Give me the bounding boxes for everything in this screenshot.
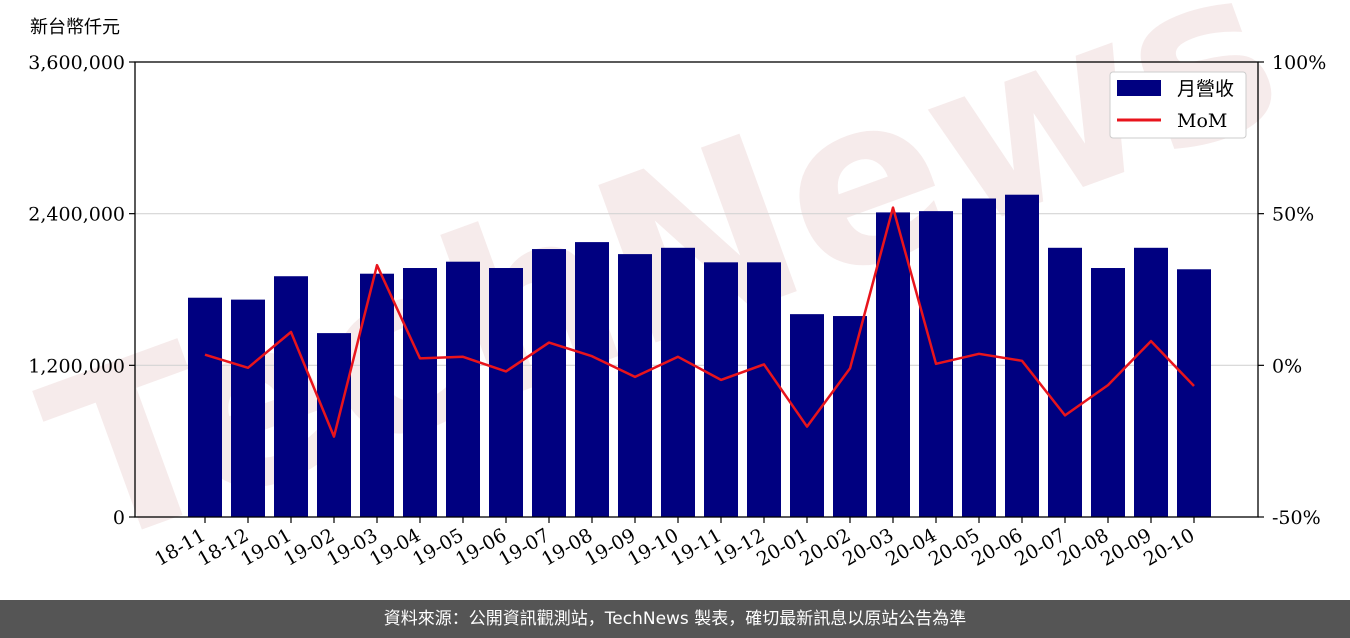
- left-tick-label: 1,200,000: [28, 355, 125, 377]
- bar-20-06: [1005, 194, 1039, 518]
- mom-line: [204, 206, 1195, 438]
- legend: 月營收 MoM: [1109, 71, 1247, 139]
- right-tick-label: 0%: [1272, 355, 1302, 377]
- left-tick-label: 0: [113, 507, 125, 529]
- bar-19-09: [618, 254, 652, 517]
- bar-19-02: [317, 333, 351, 517]
- legend-bar-label: 月營收: [1177, 78, 1234, 100]
- bar-19-05: [446, 261, 480, 517]
- x-tick-label: 20-10: [1140, 524, 1198, 570]
- bar-18-12: [231, 299, 265, 517]
- bar-20-07: [1048, 247, 1082, 517]
- bar-20-01: [790, 314, 824, 517]
- bar-19-06: [489, 268, 523, 517]
- legend-bar-swatch: [1117, 80, 1161, 96]
- bar-20-09: [1134, 247, 1168, 517]
- left-tick-label: 2,400,000: [28, 204, 125, 226]
- bar-19-11: [704, 262, 738, 517]
- right-tick-label: 100%: [1272, 52, 1326, 74]
- plot-frame: [134, 61, 1259, 518]
- source-footer: 資料來源：公開資訊觀測站，TechNews 製表，確切最新訊息以原站公告為準: [0, 600, 1350, 638]
- bar-19-07: [532, 249, 566, 518]
- right-tick-label: 50%: [1272, 204, 1314, 226]
- bar-18-11: [188, 297, 222, 517]
- bar-19-12: [747, 262, 781, 517]
- bar-20-10: [1177, 269, 1211, 517]
- unit-label: 新台幣仟元: [30, 17, 120, 38]
- bar-20-05: [962, 198, 996, 517]
- left-tick-label: 3,600,000: [28, 52, 125, 74]
- legend-line-label: MoM: [1177, 110, 1227, 132]
- bar-19-04: [403, 268, 437, 517]
- bar-20-02: [833, 316, 867, 517]
- revenue-chart: TechNews 01,200,0002,400,0003,600,000-50…: [16, 0, 1326, 600]
- bar-19-08: [575, 242, 609, 517]
- bar-19-10: [661, 247, 695, 517]
- bar-19-01: [274, 276, 308, 517]
- bar-20-03: [876, 212, 910, 517]
- right-tick-label: -50%: [1272, 507, 1321, 529]
